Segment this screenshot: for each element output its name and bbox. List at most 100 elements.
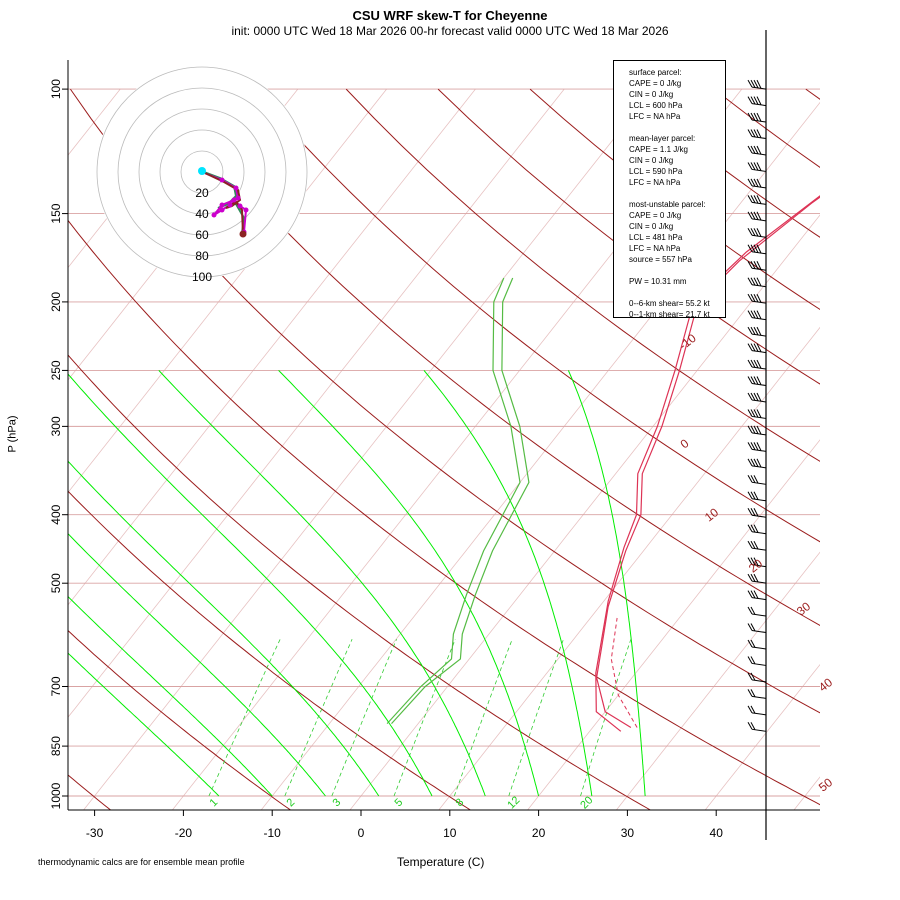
wind-barb-feather <box>750 491 756 500</box>
wind-barb-feather <box>756 425 762 435</box>
wind-barb-feather <box>753 112 759 122</box>
wind-barb-feather <box>750 475 756 483</box>
wind-barb-feather <box>753 524 759 533</box>
wind-barb <box>747 211 767 222</box>
wind-barb-feather <box>750 244 756 253</box>
most-unstable-cape: CAPE = 0 J/kg <box>629 211 682 220</box>
wind-barb-feather <box>756 178 762 188</box>
x-tick-label: 0 <box>358 826 365 840</box>
wind-barb-shaft <box>751 152 767 156</box>
wind-barb-shaft <box>751 646 767 650</box>
wind-barb-feather <box>747 507 753 516</box>
wind-barb <box>747 79 767 90</box>
wind-barb-feather <box>753 326 759 336</box>
wind-barb <box>747 376 767 387</box>
wind-barb-feather <box>747 442 753 450</box>
wind-barb-feather <box>753 458 759 467</box>
wind-barb <box>747 639 767 650</box>
dry-adiabat-label: 40 <box>816 675 835 694</box>
wind-barb-feather <box>747 310 753 318</box>
isotherm <box>68 88 565 718</box>
wind-barb-shaft <box>751 498 767 502</box>
wind-barb <box>747 359 767 370</box>
isotherm <box>83 88 654 810</box>
wind-barb <box>747 392 767 403</box>
wind-barb-shaft <box>751 597 767 601</box>
dry-adiabat-label: 30 <box>794 599 813 618</box>
wind-barb <box>747 475 767 485</box>
wind-barb <box>747 705 767 716</box>
wind-barb-feather <box>747 326 753 335</box>
isotherm <box>260 101 820 810</box>
wind-barb-feather <box>756 129 762 138</box>
wind-barb <box>747 458 767 469</box>
wind-barb-feather <box>756 277 762 287</box>
wind-barb-feather <box>753 96 759 105</box>
wind-barb-shaft <box>751 218 767 222</box>
hodograph-ring <box>159 129 245 215</box>
moist-adiabat <box>68 532 326 797</box>
wind-barb-feather <box>747 145 753 154</box>
wind-barb-feather <box>750 425 756 434</box>
mixing-ratio-line <box>580 639 632 797</box>
wind-barb-feather <box>753 277 759 286</box>
y-tick-label: 300 <box>49 416 63 436</box>
hodograph-point <box>219 202 225 208</box>
dry-adiabat <box>253 88 820 543</box>
wind-barb-feather <box>753 475 759 484</box>
dry-adiabat <box>437 88 820 385</box>
dry-adiabat <box>713 88 820 168</box>
wind-barb-feather <box>747 573 753 582</box>
wind-barb <box>747 590 767 601</box>
wind-barb-feather <box>750 129 756 138</box>
wind-barb-feather <box>756 376 762 385</box>
wind-barb <box>747 442 767 452</box>
wind-barb-feather <box>750 623 756 632</box>
wind-barb-feather <box>756 343 762 352</box>
wind-barb-feather <box>753 310 759 319</box>
wind-barb-feather <box>750 376 756 385</box>
wind-barb-shaft <box>751 267 767 271</box>
x-tick-label: -30 <box>86 826 104 840</box>
wind-barb-feather <box>747 705 753 714</box>
hodograph-point <box>233 185 239 191</box>
wind-barb-feather <box>750 359 756 368</box>
mean-layer-parcel-stats: mean-layer parcel: CAPE = 1.1 J/kg CIN =… <box>629 133 721 188</box>
moist-adiabat <box>68 595 273 797</box>
wind-barb-shaft <box>751 531 767 535</box>
hodograph-point <box>231 197 237 203</box>
y-tick-label: 100 <box>49 79 63 99</box>
dry-adiabat <box>68 490 472 810</box>
wind-barb-shaft <box>751 481 767 485</box>
wind-barb <box>747 293 767 304</box>
wind-barb-shaft <box>751 547 767 551</box>
wind-barb-feather <box>756 112 762 122</box>
wind-barb-feather <box>750 228 756 236</box>
hodograph-ring <box>117 87 287 257</box>
wind-barb <box>747 96 767 107</box>
wind-barb <box>747 228 767 238</box>
wind-barb-feather <box>750 145 756 154</box>
moist-adiabat <box>278 370 540 797</box>
y-tick-label: 400 <box>49 504 63 524</box>
most-unstable-source: source = 557 hPa <box>629 255 692 264</box>
moist-adiabat <box>567 370 646 797</box>
y-tick-label: 150 <box>49 203 63 223</box>
wind-barb-feather <box>753 343 759 352</box>
wind-barb-feather <box>750 540 756 549</box>
wind-barb-feather <box>747 162 753 170</box>
surface-lcl: LCL = 600 hPa <box>629 101 683 110</box>
wind-barb-shaft <box>751 679 767 683</box>
wind-barb-feather <box>747 79 753 88</box>
wind-barb-feather <box>750 722 756 730</box>
wind-barb-feather <box>750 508 756 516</box>
temperature-line <box>595 196 820 729</box>
wind-barb-feather <box>747 672 753 681</box>
wind-barb-shaft <box>751 284 767 288</box>
hodograph-point <box>211 212 217 218</box>
hodograph-ring <box>180 150 224 194</box>
hodograph-ring <box>96 66 308 278</box>
wind-barb-feather <box>756 228 762 237</box>
wind-barb-feather <box>750 524 756 533</box>
wind-barb-feather <box>756 195 762 204</box>
